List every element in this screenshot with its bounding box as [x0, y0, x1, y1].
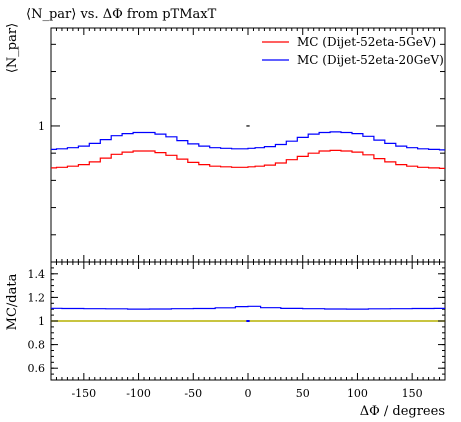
ratio-plot-panel: MC/data 0.6 0.8 1 1.2 1.4 -150 -100 -50 0 50 100 1… — [5, 261, 446, 419]
main-y-axis-label: ⟨N_par⟩ — [5, 23, 20, 73]
ratio-y-tick-label: 1.4 — [28, 268, 46, 281]
ratio-series-line — [51, 305, 445, 310]
ratio-y-tick-label: 0.6 — [28, 362, 46, 375]
ratio-y-tick-label: 1.2 — [28, 291, 46, 304]
series-line-20gev — [51, 131, 445, 151]
legend-entry-blue: MC (Dijet-52eta-20GeV) — [297, 53, 444, 67]
x-tick-label: 100 — [347, 387, 368, 400]
legend-entry-red: MC (Dijet-52eta-5GeV) — [297, 35, 436, 49]
x-tick-label: -100 — [126, 387, 151, 400]
ratio-y-tick-label: 0.8 — [28, 339, 46, 352]
x-tick-label: -50 — [184, 387, 202, 400]
x-axis-label: ΔΦ / degrees — [360, 404, 445, 419]
series-line-5gev — [51, 149, 445, 169]
main-y-tick-label: 1 — [38, 120, 45, 133]
x-tick-label: 50 — [296, 387, 310, 400]
ratio-y-tick-label: 1 — [38, 315, 45, 328]
legend: MC (Dijet-52eta-5GeV) MC (Dijet-52eta-20… — [262, 35, 444, 67]
ratio-y-axis-label: MC/data — [5, 273, 20, 330]
x-tick-label: -150 — [71, 387, 96, 400]
main-plot-panel: ⟨N_par⟩ 1 MC (Dijet-52eta-5GeV) MC (Dije… — [5, 23, 446, 263]
chart-title: ⟨N_par⟩ vs. ΔΦ from pTMaxT — [26, 7, 217, 22]
x-tick-label: 0 — [245, 387, 252, 400]
x-tick-label: 150 — [402, 387, 423, 400]
